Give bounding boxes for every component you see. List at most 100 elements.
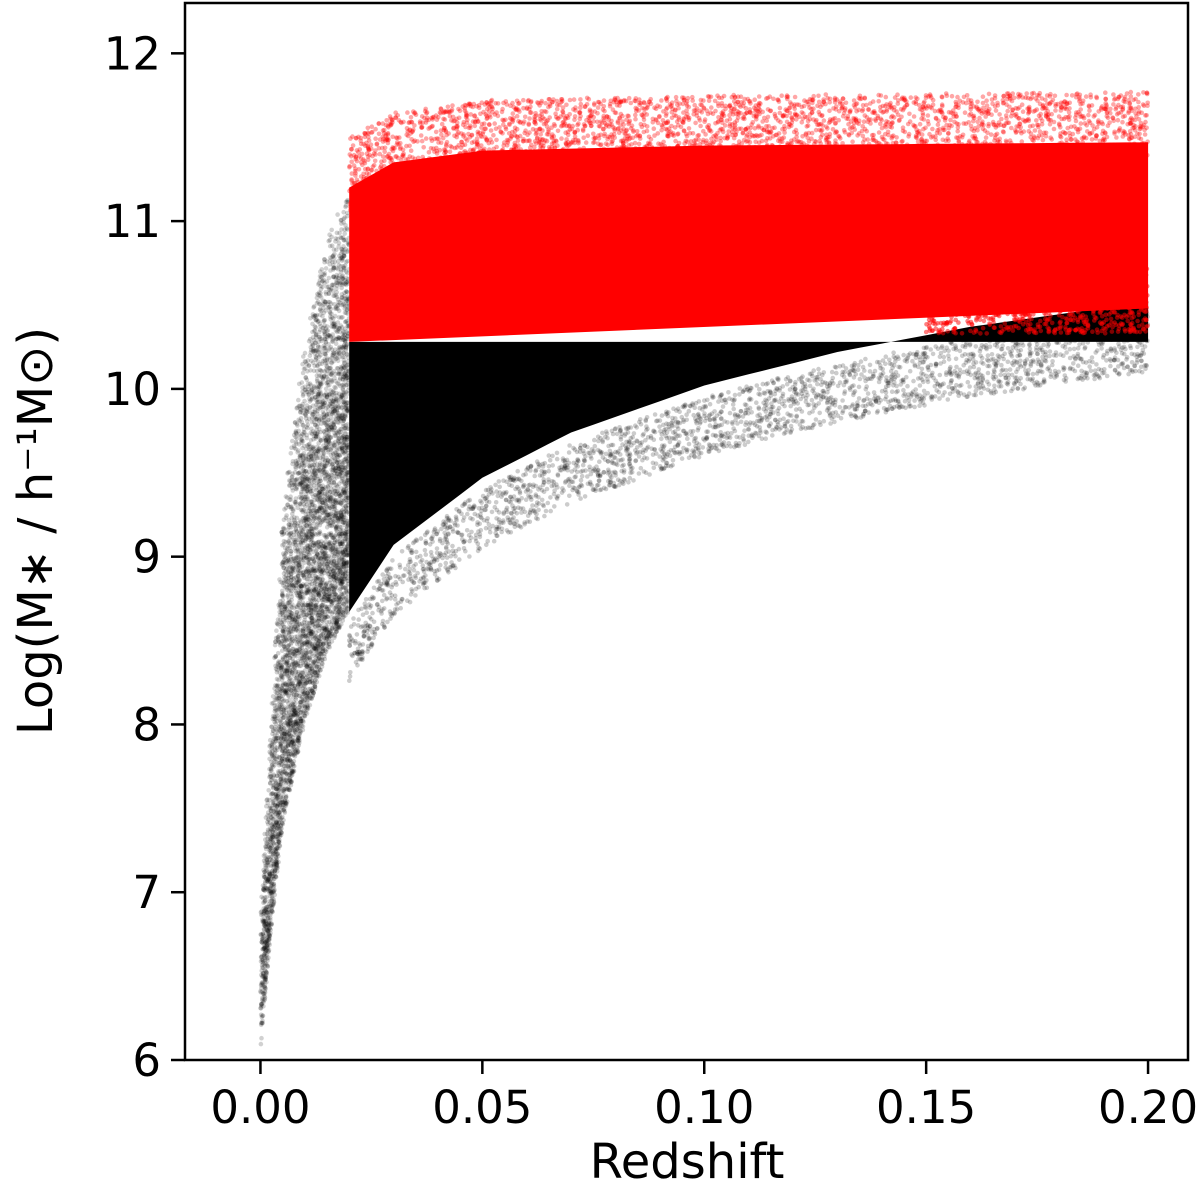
- full-sample-point: [277, 724, 282, 730]
- full-sample-point: [275, 802, 281, 807]
- full-sample-point: [263, 939, 269, 944]
- full-sample-point: [267, 797, 272, 803]
- full-sample-point: [275, 831, 281, 837]
- full-sample-point: [333, 324, 338, 329]
- full-sample-point: [275, 682, 281, 688]
- full-sample-point: [313, 625, 318, 630]
- full-sample-point: [301, 391, 306, 397]
- full-sample-point: [319, 308, 324, 314]
- full-sample-point: [313, 422, 318, 428]
- full-sample-point: [340, 412, 346, 417]
- full-sample-point: [326, 383, 332, 388]
- full-sample-point: [268, 889, 274, 895]
- full-sample-point: [331, 253, 336, 258]
- full-sample-point: [259, 957, 265, 963]
- full-sample-point: [327, 517, 333, 523]
- full-sample-point: [331, 321, 337, 327]
- full-sample-point: [340, 462, 345, 468]
- full-sample-point: [330, 352, 335, 358]
- full-sample-point: [314, 444, 320, 450]
- full-sample-point: [274, 697, 279, 702]
- full-sample-point: [266, 855, 271, 860]
- full-sample-point: [322, 651, 327, 657]
- full-sample-point: [302, 497, 307, 502]
- full-sample-point: [332, 306, 338, 311]
- full-sample-point: [339, 247, 345, 252]
- full-sample-point: [320, 278, 325, 284]
- full-sample-point: [304, 635, 309, 640]
- full-sample-point: [309, 347, 314, 353]
- full-sample-point: [323, 614, 329, 619]
- full-sample-point: [332, 384, 337, 390]
- full-sample-point: [332, 580, 338, 585]
- full-sample-point: [303, 545, 309, 550]
- full-sample-point: [263, 940, 268, 945]
- full-sample-point: [326, 304, 332, 310]
- full-sample-point: [307, 579, 313, 585]
- full-sample-point: [312, 645, 317, 651]
- full-sample-point: [281, 769, 286, 774]
- full-sample-point: [346, 523, 351, 528]
- full-sample-point: [337, 493, 343, 499]
- full-sample-point: [338, 541, 343, 546]
- full-sample-point: [269, 724, 275, 730]
- full-sample-point: [327, 489, 333, 495]
- full-sample-point: [287, 609, 292, 615]
- full-sample-point: [321, 428, 327, 434]
- full-sample-point: [333, 594, 338, 600]
- full-sample-point: [267, 804, 273, 809]
- full-sample-point: [311, 660, 317, 665]
- full-sample-point: [308, 649, 314, 654]
- full-sample-point: [281, 538, 287, 544]
- full-sample-point: [303, 531, 309, 537]
- full-sample-point: [291, 707, 296, 713]
- full-sample-point: [341, 579, 346, 585]
- full-sample-point: [344, 405, 349, 411]
- full-sample-dense-region: [349, 301, 1149, 612]
- full-sample-point: [316, 649, 322, 654]
- full-sample-point: [300, 370, 306, 376]
- full-sample-point: [338, 466, 343, 472]
- full-sample-point: [289, 515, 295, 521]
- full-sample-point: [267, 922, 273, 927]
- full-sample-point: [276, 760, 282, 766]
- full-sample-point: [260, 883, 266, 888]
- full-sample-point: [302, 546, 308, 551]
- full-sample-point: [345, 407, 350, 413]
- full-sample-point: [346, 410, 352, 415]
- full-sample-point: [317, 321, 323, 327]
- full-sample-point: [317, 393, 322, 399]
- full-sample-point: [301, 692, 307, 697]
- full-sample-point: [314, 589, 320, 595]
- full-sample-point: [295, 651, 301, 656]
- full-sample-point: [336, 308, 342, 314]
- full-sample-point: [340, 464, 346, 470]
- full-sample-point: [299, 545, 305, 551]
- full-sample-point: [276, 638, 281, 644]
- full-sample-point: [329, 425, 335, 430]
- full-sample-point: [308, 444, 313, 449]
- full-sample-point: [305, 601, 311, 606]
- full-sample-point: [312, 431, 318, 437]
- full-sample-point: [321, 319, 326, 324]
- full-sample-point: [311, 433, 317, 439]
- full-sample-point: [264, 904, 269, 910]
- full-sample-point: [297, 563, 302, 568]
- full-sample-point: [294, 673, 300, 679]
- full-sample-point: [271, 900, 277, 905]
- full-sample-point: [329, 409, 334, 415]
- full-sample-point: [283, 505, 289, 511]
- full-sample-point: [283, 689, 289, 695]
- full-sample-point: [317, 455, 323, 461]
- full-sample-point: [327, 243, 333, 249]
- full-sample-point: [336, 300, 341, 305]
- full-sample-point: [274, 795, 280, 801]
- full-sample-point: [281, 707, 287, 713]
- full-sample-point: [284, 585, 289, 590]
- full-sample-point: [335, 303, 341, 309]
- full-sample-point: [293, 712, 298, 717]
- full-sample-point: [344, 289, 349, 294]
- full-sample-point: [276, 839, 281, 844]
- full-sample-point: [305, 706, 311, 711]
- full-sample-point: [340, 497, 345, 503]
